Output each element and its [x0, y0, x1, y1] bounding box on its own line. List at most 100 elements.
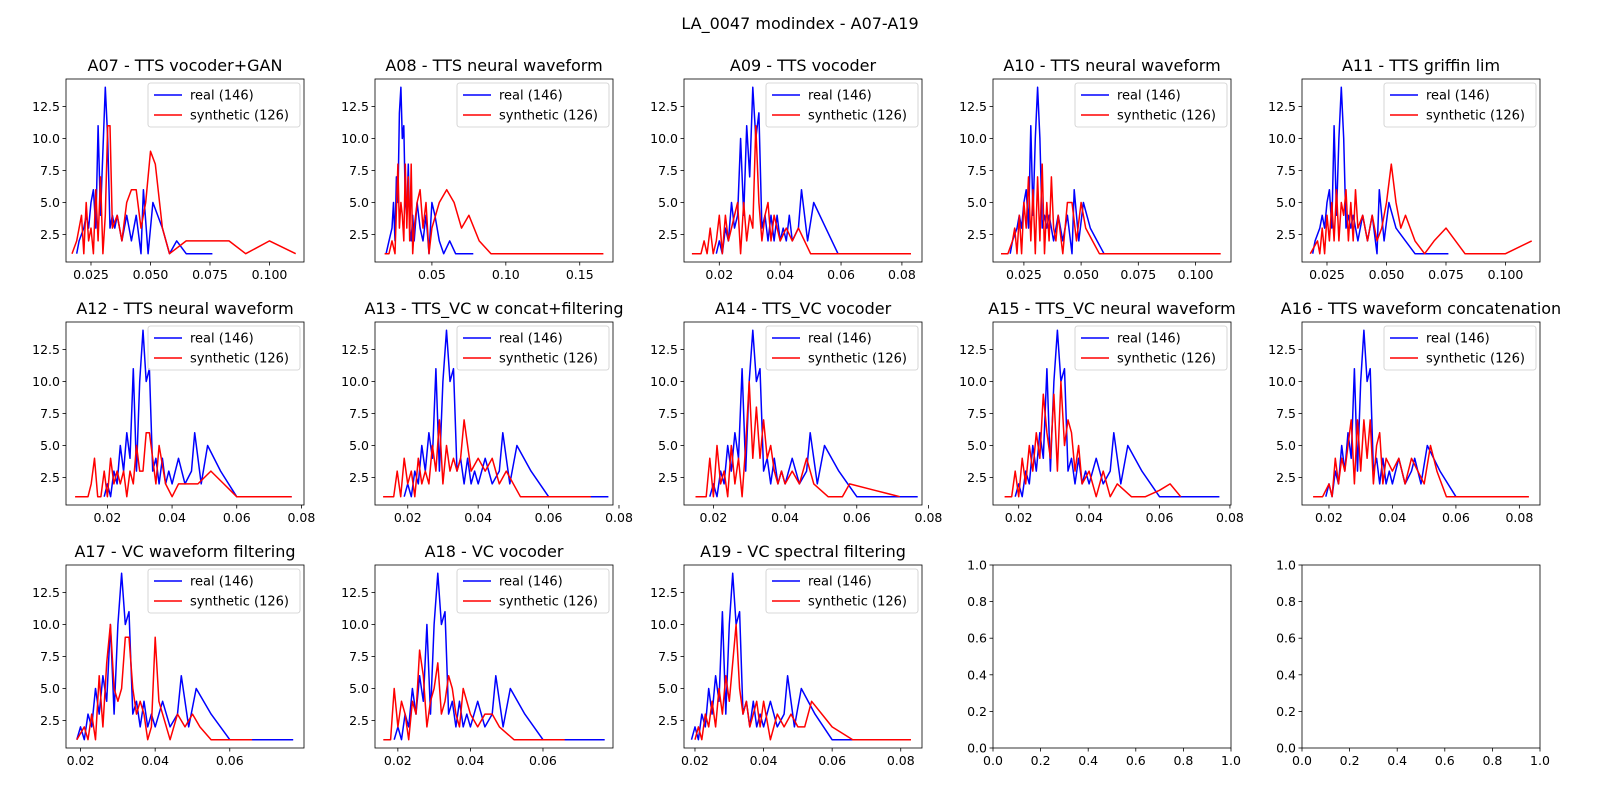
- x-tick-label: 0.06: [535, 510, 563, 525]
- subplot-title: A19 - VC spectral filtering: [700, 542, 906, 561]
- legend: real (146) synthetic (126): [456, 82, 610, 128]
- y-tick-label: 12.5: [650, 99, 678, 114]
- y-tick-label: 5.0: [658, 681, 678, 696]
- y-tick-label: 0.4: [1276, 667, 1296, 682]
- series-line-real: [75, 86, 213, 255]
- subplot-title: A08 - TTS neural waveform: [385, 56, 602, 75]
- x-tick-label: 0.050: [133, 267, 169, 282]
- series-line-synthetic: [75, 431, 292, 498]
- x-tick-label: 0.02: [93, 510, 121, 525]
- subplot-title: A09 - TTS vocoder: [730, 56, 877, 75]
- x-tick-label: 0.04: [1379, 510, 1407, 525]
- y-tick-label: 10.0: [959, 374, 987, 389]
- y-tick-label: 10.0: [341, 131, 369, 146]
- x-tick-label: 0.6: [1126, 753, 1146, 768]
- x-tick-label: 0.8: [1173, 753, 1193, 768]
- series-line-real: [709, 329, 918, 498]
- x-tick-label: 0.100: [1178, 267, 1214, 282]
- subplot-8: A14 - TTS_VC vocoder 0.02 0.04 0.06 0.08 2.5 5…: [650, 299, 942, 525]
- y-tick-label: 2.5: [40, 470, 60, 485]
- x-tick-label: 0.04: [456, 753, 484, 768]
- y-tick-label: 2.5: [658, 470, 678, 485]
- y-tick-label: 2.5: [40, 713, 60, 728]
- y-tick-label: 7.5: [1276, 163, 1296, 178]
- subplot-title: A11 - TTS griffin lim: [1342, 56, 1500, 75]
- x-tick-label: 0.075: [1120, 267, 1156, 282]
- y-tick-label: 12.5: [341, 585, 369, 600]
- y-tick-label: 5.0: [1276, 438, 1296, 453]
- legend: real (146) synthetic (126): [765, 568, 919, 614]
- legend: real (146) synthetic (126): [147, 568, 301, 614]
- legend-box: [1074, 325, 1228, 371]
- y-tick-label: 0.6: [967, 631, 987, 646]
- y-tick-label: 7.5: [40, 649, 60, 664]
- subplot-5: A11 - TTS griffin lim 0.025 0.050 0.075 0.10…: [1268, 56, 1541, 282]
- legend-label: synthetic (126): [190, 109, 289, 124]
- axes-frame: [992, 564, 1232, 749]
- y-tick-label: 5.0: [1276, 195, 1296, 210]
- x-tick-label: 0.0: [983, 753, 1003, 768]
- y-tick-label: 5.0: [349, 195, 369, 210]
- x-tick-label: 0.4: [1387, 753, 1407, 768]
- legend-label: real (146): [808, 89, 872, 104]
- y-tick-label: 2.5: [1276, 470, 1296, 485]
- y-tick-label: 12.5: [341, 342, 369, 357]
- series-group: [76, 572, 294, 741]
- legend-label: real (146): [190, 332, 254, 347]
- y-tick-label: 12.5: [650, 342, 678, 357]
- series-line-synthetic: [71, 124, 297, 255]
- x-tick-label: 0.075: [192, 267, 228, 282]
- subplot-11: A17 - VC waveform filtering 0.02 0.04 0.06 2…: [32, 542, 305, 768]
- legend: real (146) synthetic (126): [1074, 325, 1228, 371]
- series-line-synthetic: [76, 623, 253, 741]
- legend-label: real (146): [808, 575, 872, 590]
- legend-label: real (146): [190, 89, 254, 104]
- y-tick-label: 2.5: [658, 713, 678, 728]
- y-tick-label: 1.0: [967, 558, 987, 573]
- y-tick-label: 5.0: [658, 195, 678, 210]
- x-tick-label: 0.08: [605, 510, 633, 525]
- subplot-2: A08 - TTS neural waveform 0.05 0.10 0.15 2.5…: [341, 56, 614, 282]
- y-tick-label: 1.0: [1276, 558, 1296, 573]
- y-tick-label: 10.0: [32, 374, 60, 389]
- y-tick-label: 7.5: [967, 406, 987, 421]
- legend-label: synthetic (126): [1426, 109, 1525, 124]
- y-tick-label: 12.5: [959, 342, 987, 357]
- subplot-title: A10 - TTS neural waveform: [1003, 56, 1220, 75]
- legend-label: synthetic (126): [808, 595, 907, 610]
- series-group: [384, 86, 604, 255]
- legend: real (146) synthetic (126): [1383, 82, 1537, 128]
- y-tick-label: 12.5: [32, 342, 60, 357]
- x-tick-label: 0.8: [1482, 753, 1502, 768]
- legend-label: real (146): [1117, 332, 1181, 347]
- legend-label: synthetic (126): [499, 595, 598, 610]
- y-tick-label: 0.2: [967, 704, 987, 719]
- x-tick-label: 0.2: [1031, 753, 1051, 768]
- subplot-4: A10 - TTS neural waveform 0.025 0.050 0.075…: [959, 56, 1232, 282]
- subplot-title: A13 - TTS_VC w concat+filtering: [364, 299, 623, 319]
- subplot-title: A14 - TTS_VC vocoder: [715, 299, 892, 319]
- y-tick-label: 2.5: [1276, 227, 1296, 242]
- x-tick-label: 0.02: [67, 753, 95, 768]
- legend-box: [147, 325, 301, 371]
- subplot-grid: A07 - TTS vocoder+GAN 0.025 0.050 0.075 0.10…: [32, 56, 1561, 768]
- y-tick-label: 12.5: [341, 99, 369, 114]
- x-tick-label: 0.06: [843, 510, 871, 525]
- figure-suptitle: LA_0047 modindex - A07-A19: [681, 14, 918, 34]
- x-tick-label: 0.06: [529, 753, 557, 768]
- y-tick-label: 7.5: [1276, 406, 1296, 421]
- x-tick-label: 0.02: [394, 510, 422, 525]
- y-tick-label: 10.0: [650, 617, 678, 632]
- series-group: [1004, 329, 1220, 498]
- y-tick-label: 5.0: [349, 681, 369, 696]
- y-tick-label: 12.5: [650, 585, 678, 600]
- series-line-synthetic: [1313, 419, 1529, 498]
- y-tick-label: 0.6: [1276, 631, 1296, 646]
- legend-label: synthetic (126): [1117, 352, 1216, 367]
- y-tick-label: 7.5: [967, 163, 987, 178]
- legend: real (146) synthetic (126): [1383, 325, 1537, 371]
- y-tick-label: 10.0: [32, 131, 60, 146]
- x-tick-label: 0.10: [492, 267, 520, 282]
- y-tick-label: 5.0: [40, 195, 60, 210]
- y-tick-label: 0.0: [967, 741, 987, 756]
